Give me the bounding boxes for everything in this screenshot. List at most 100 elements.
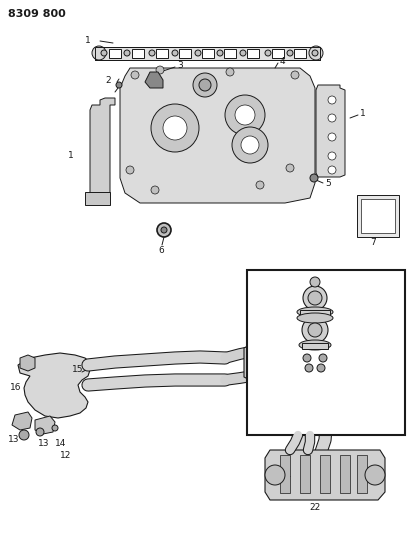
Circle shape <box>239 50 245 56</box>
Circle shape <box>302 354 310 362</box>
Text: 19: 19 <box>255 294 267 303</box>
Circle shape <box>301 317 327 343</box>
Text: 23: 23 <box>364 353 375 362</box>
Polygon shape <box>243 345 277 380</box>
Text: 12: 12 <box>60 451 71 461</box>
Circle shape <box>19 430 29 440</box>
Text: 13: 13 <box>38 440 49 448</box>
Circle shape <box>286 50 292 56</box>
Bar <box>179 49 191 58</box>
Circle shape <box>198 79 211 91</box>
Circle shape <box>231 127 267 163</box>
Circle shape <box>124 50 130 56</box>
Circle shape <box>126 166 134 174</box>
Text: 3: 3 <box>177 61 182 69</box>
Circle shape <box>172 50 178 56</box>
Circle shape <box>264 50 270 56</box>
Text: 6: 6 <box>157 246 163 254</box>
Bar <box>339 455 349 493</box>
Polygon shape <box>95 47 319 60</box>
Circle shape <box>327 133 335 141</box>
Bar <box>246 49 258 58</box>
Circle shape <box>216 50 222 56</box>
Circle shape <box>318 354 326 362</box>
Polygon shape <box>18 353 90 418</box>
Text: 5: 5 <box>324 179 330 188</box>
Text: 18: 18 <box>254 364 266 373</box>
Circle shape <box>148 50 155 56</box>
Circle shape <box>327 166 335 174</box>
Polygon shape <box>120 68 314 203</box>
Circle shape <box>309 174 317 182</box>
Circle shape <box>255 181 263 189</box>
Bar <box>246 270 404 435</box>
Ellipse shape <box>298 340 330 350</box>
Bar <box>155 49 168 58</box>
Circle shape <box>263 337 271 345</box>
Circle shape <box>116 82 122 88</box>
Circle shape <box>151 186 159 194</box>
Text: 4: 4 <box>279 56 285 66</box>
Bar <box>360 199 394 233</box>
Bar <box>319 455 329 493</box>
Text: 24: 24 <box>284 467 296 477</box>
Circle shape <box>92 46 106 60</box>
Bar <box>109 49 121 58</box>
Circle shape <box>161 227 166 233</box>
Circle shape <box>316 364 324 372</box>
Text: 22: 22 <box>309 504 320 513</box>
Text: 13: 13 <box>8 435 20 445</box>
Text: 15: 15 <box>72 366 83 375</box>
Circle shape <box>254 338 262 346</box>
Circle shape <box>264 465 284 485</box>
Text: 1: 1 <box>359 109 365 117</box>
Circle shape <box>131 71 139 79</box>
Circle shape <box>163 116 187 140</box>
Circle shape <box>364 465 384 485</box>
Text: 16: 16 <box>10 384 21 392</box>
Circle shape <box>151 104 198 152</box>
Circle shape <box>311 50 317 56</box>
Polygon shape <box>315 85 344 177</box>
Circle shape <box>225 68 234 76</box>
Bar <box>301 343 327 349</box>
Text: 8309 800: 8309 800 <box>8 9 65 19</box>
Text: 11: 11 <box>279 403 291 413</box>
Polygon shape <box>264 450 384 500</box>
Polygon shape <box>35 416 55 434</box>
Circle shape <box>285 164 293 172</box>
Bar <box>132 49 144 58</box>
Text: 2: 2 <box>105 76 110 85</box>
Text: 23: 23 <box>254 353 266 362</box>
Bar <box>271 49 283 58</box>
Polygon shape <box>145 72 163 88</box>
Circle shape <box>302 286 326 310</box>
Text: 21: 21 <box>255 326 267 335</box>
Polygon shape <box>20 355 35 371</box>
Circle shape <box>225 95 264 135</box>
Bar <box>293 49 305 58</box>
Bar <box>202 49 213 58</box>
Text: 14: 14 <box>55 439 66 448</box>
Ellipse shape <box>296 307 332 317</box>
Circle shape <box>290 71 298 79</box>
Polygon shape <box>12 412 32 430</box>
Text: 9: 9 <box>264 328 270 337</box>
Bar <box>299 455 309 493</box>
Bar <box>356 455 366 493</box>
Circle shape <box>327 114 335 122</box>
Polygon shape <box>90 98 115 200</box>
Circle shape <box>304 364 312 372</box>
Bar <box>356 195 398 237</box>
Circle shape <box>327 152 335 160</box>
Circle shape <box>52 425 58 431</box>
Text: 18: 18 <box>364 364 375 373</box>
Circle shape <box>327 96 335 104</box>
Bar <box>95 47 319 60</box>
Text: 10: 10 <box>254 370 265 379</box>
Circle shape <box>234 105 254 125</box>
Bar <box>279 455 289 493</box>
Text: 20: 20 <box>255 309 267 318</box>
Circle shape <box>155 66 164 74</box>
Text: 7: 7 <box>369 238 375 246</box>
